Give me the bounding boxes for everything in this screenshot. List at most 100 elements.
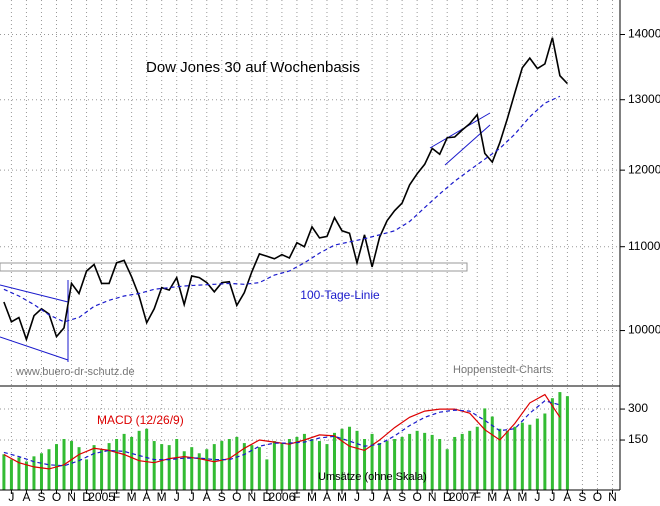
x-tick-label: S xyxy=(218,490,226,504)
y-tick-label: 13000 xyxy=(628,92,660,106)
volume-bar xyxy=(265,459,269,490)
volume-bar xyxy=(513,426,517,490)
volume-bar xyxy=(115,439,119,490)
support-band xyxy=(0,262,468,272)
x-tick-label: A xyxy=(203,490,211,504)
volume-bar xyxy=(212,444,216,490)
x-tick-label: 2006 xyxy=(269,490,296,504)
volume-bar xyxy=(430,434,434,490)
x-tick-label: A xyxy=(22,490,30,504)
volume-bar xyxy=(295,436,299,490)
y-tick-label: 11000 xyxy=(628,239,660,253)
volume-bar xyxy=(287,439,291,490)
volume-bar xyxy=(122,433,126,490)
trend-channel xyxy=(0,284,69,303)
series-line xyxy=(3,37,568,342)
volume-bar xyxy=(332,432,336,490)
volume-bar xyxy=(445,449,449,490)
x-tick-label: M xyxy=(127,490,137,504)
x-tick-label: M xyxy=(517,490,527,504)
volume-bar xyxy=(348,426,352,490)
volume-bar xyxy=(205,449,209,490)
volume-bar xyxy=(340,428,344,490)
volume-bar xyxy=(17,457,21,490)
volume-bar xyxy=(107,443,111,490)
x-tick-label: M xyxy=(307,490,317,504)
volume-bar xyxy=(242,443,246,490)
volume-bar xyxy=(565,396,569,490)
volume-bar xyxy=(483,408,487,490)
volume-bar xyxy=(393,439,397,490)
volume-bar xyxy=(528,424,532,490)
wedge xyxy=(429,112,491,149)
volume-bar xyxy=(24,461,28,490)
volume-bar xyxy=(167,445,171,490)
volume-bar xyxy=(85,459,89,490)
y-tick-label: 150 xyxy=(628,432,648,446)
volume-bar xyxy=(250,445,254,490)
volume-bar xyxy=(453,436,457,490)
y-tick-label: 14000 xyxy=(628,27,660,41)
volume-bar xyxy=(325,444,329,490)
volume-bar xyxy=(280,443,284,490)
x-tick-label: N xyxy=(248,490,257,504)
volume-bar xyxy=(475,426,479,490)
x-tick-label: O xyxy=(52,490,61,504)
trend-channel xyxy=(0,336,69,361)
volume-bar xyxy=(363,439,367,490)
volume-bar xyxy=(370,433,374,490)
volume-bar xyxy=(415,430,419,490)
x-tick-label: J xyxy=(549,490,555,504)
volume-bar xyxy=(70,441,74,490)
volume-bar xyxy=(460,433,464,490)
volume-bar xyxy=(77,447,81,490)
x-tick-label: S xyxy=(398,490,406,504)
volume-bar xyxy=(227,439,231,490)
y-tick-label: 10000 xyxy=(628,323,660,337)
volume-bar xyxy=(400,436,404,490)
series-label: Umsätze (ohne Skala) xyxy=(318,471,427,483)
x-tick-label: M xyxy=(487,490,497,504)
x-tick-label: M xyxy=(157,490,167,504)
x-tick-label: J xyxy=(174,490,180,504)
x-tick-label: N xyxy=(608,490,617,504)
volume-bar xyxy=(175,439,179,490)
volume-bar xyxy=(130,436,134,490)
volume-bar xyxy=(317,441,321,490)
series-label: MACD (12/26/9) xyxy=(97,413,184,427)
volume-bar xyxy=(505,430,509,490)
x-tick-label: O xyxy=(593,490,602,504)
x-tick-label: A xyxy=(143,490,151,504)
x-tick-label: A xyxy=(563,490,571,504)
volume-bar xyxy=(197,453,201,490)
x-tick-label: D xyxy=(443,490,452,504)
watermark: www.buero-dr-schutz.de xyxy=(15,366,135,378)
volume-bar xyxy=(302,433,306,490)
volume-bar xyxy=(145,428,149,490)
volume-bar xyxy=(498,428,502,490)
volume-bar xyxy=(468,430,472,490)
volume-bar xyxy=(543,413,547,490)
source: Hoppenstedt-Charts xyxy=(453,364,552,376)
x-tick-label: S xyxy=(578,490,586,504)
chart-title: Dow Jones 30 auf Wochenbasis xyxy=(146,59,360,76)
volume-bar xyxy=(92,445,96,490)
x-tick-label: A xyxy=(323,490,331,504)
volume-bar xyxy=(235,436,239,490)
x-tick-label: J xyxy=(354,490,360,504)
x-tick-label: O xyxy=(232,490,241,504)
x-tick-label: N xyxy=(67,490,76,504)
y-tick-label: 12000 xyxy=(628,162,660,176)
x-tick-label: J xyxy=(534,490,540,504)
volume-bar xyxy=(152,441,156,490)
volume-bar xyxy=(490,416,494,490)
x-tick-label: 2005 xyxy=(88,490,115,504)
x-tick-label: S xyxy=(37,490,45,504)
volume-bar xyxy=(47,449,51,490)
series-line xyxy=(3,95,561,323)
x-tick-label: D xyxy=(82,490,91,504)
volume-bar xyxy=(558,392,562,490)
volume-bar xyxy=(39,453,43,490)
